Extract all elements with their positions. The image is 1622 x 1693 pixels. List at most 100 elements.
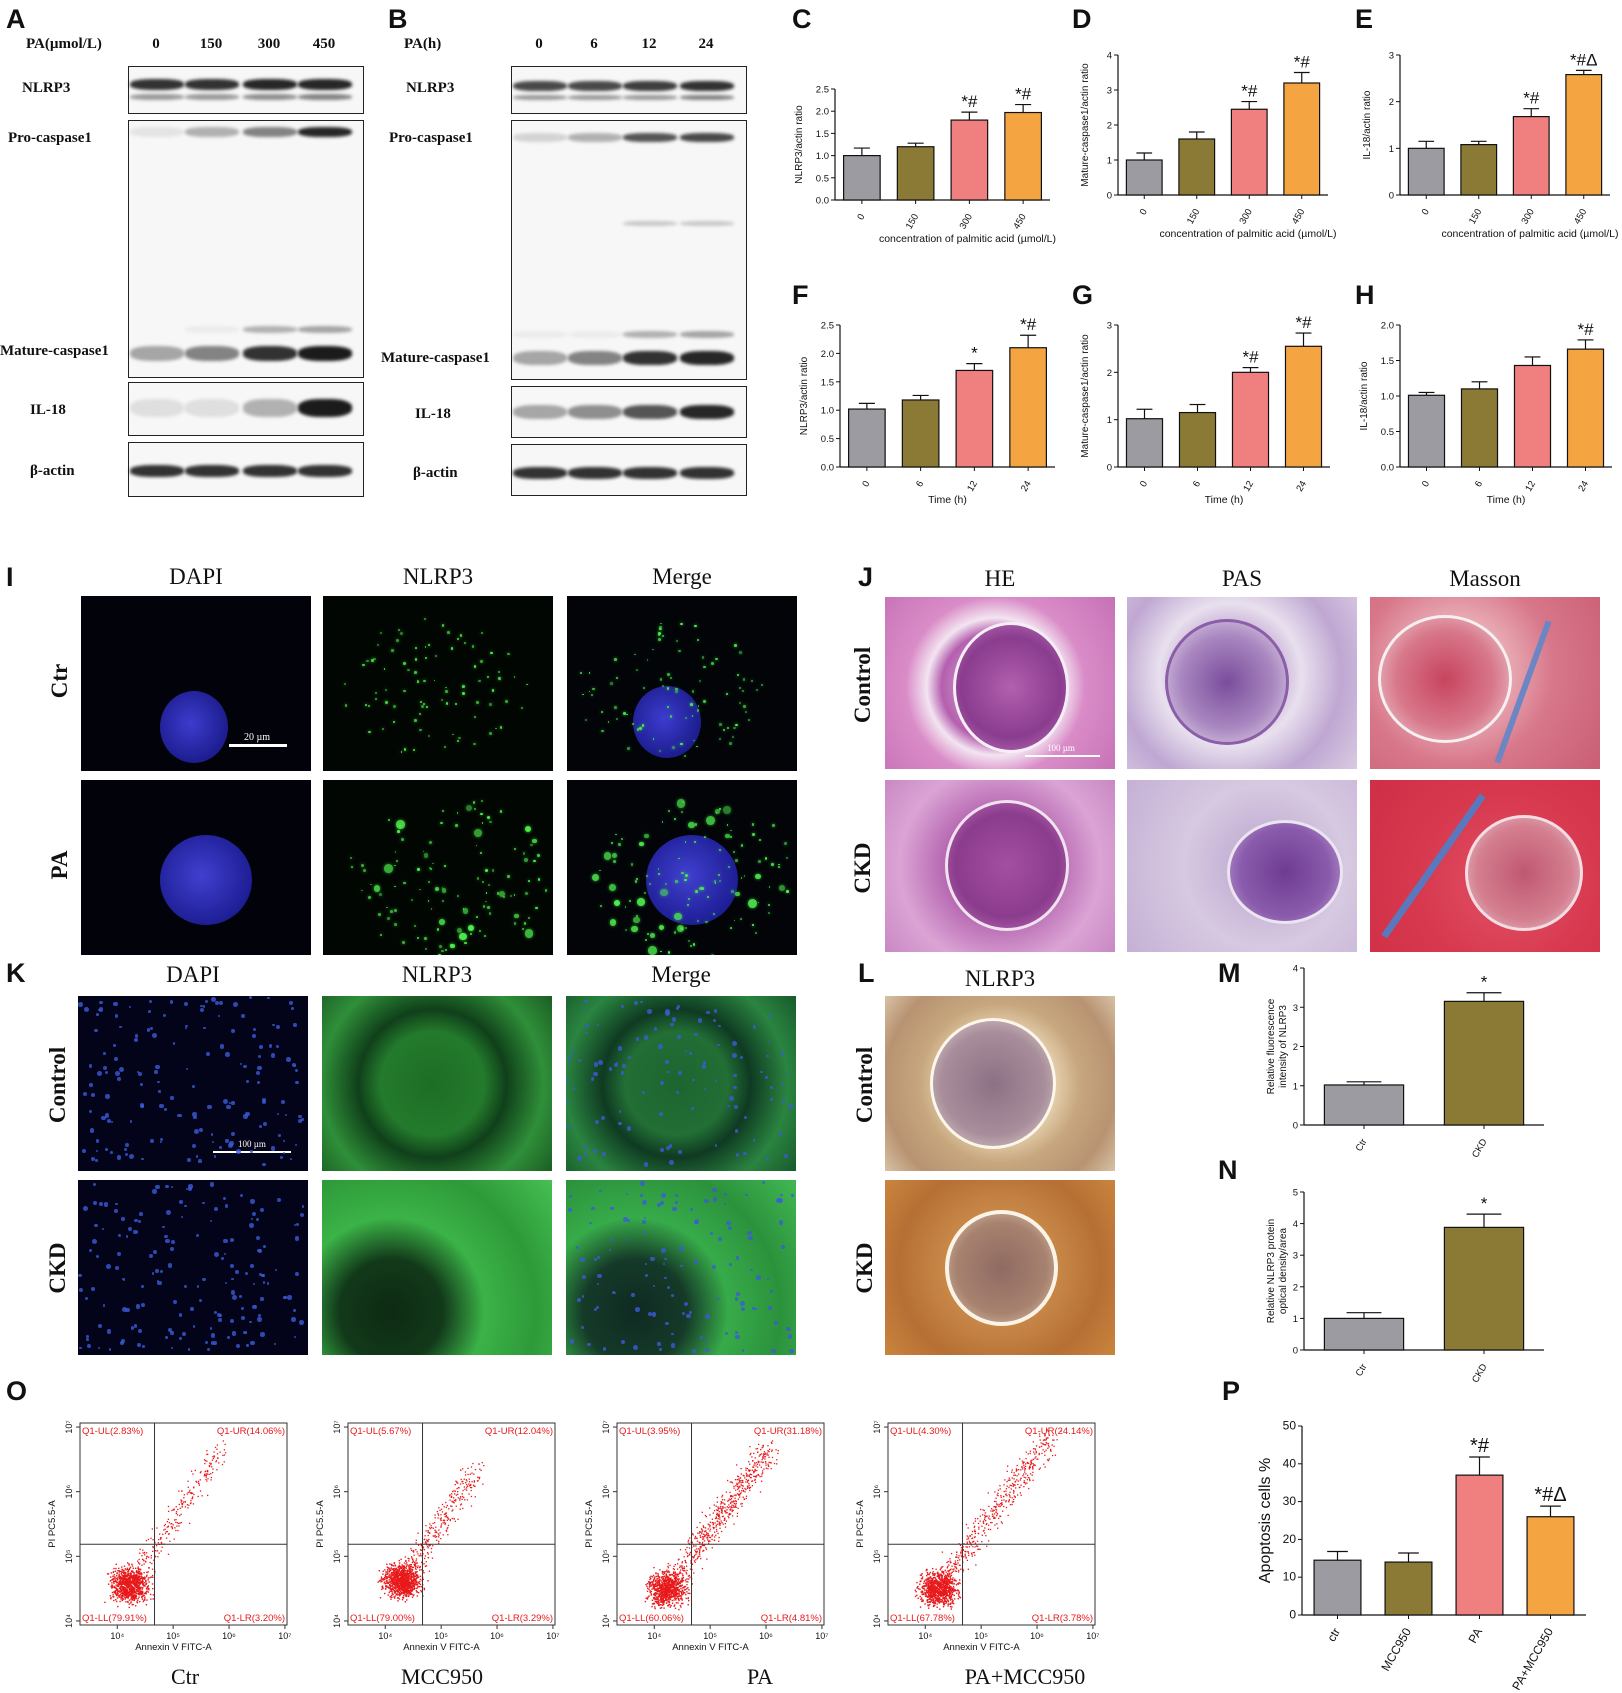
flow-event	[470, 1486, 473, 1489]
nucleus-dot	[91, 1287, 96, 1292]
y-tick-label: 10⁴	[332, 1614, 342, 1628]
x-tick-label: 24	[1576, 479, 1591, 494]
flow-event	[210, 1479, 212, 1481]
flow-event	[126, 1562, 129, 1564]
nucleus-dot	[217, 1312, 222, 1317]
nucleus-dot	[217, 1014, 220, 1017]
flow-event	[119, 1579, 122, 1582]
flow-event	[118, 1573, 120, 1575]
flow-event	[409, 1567, 411, 1569]
fluorescence-puncta	[778, 885, 785, 892]
fluorescence-puncta	[660, 628, 662, 631]
fluorescence-puncta	[659, 925, 665, 931]
flow-event	[662, 1586, 664, 1588]
nucleus-dot	[646, 1009, 652, 1014]
nucleus-dot	[153, 1069, 158, 1074]
flow-event	[169, 1540, 171, 1542]
flow-event	[720, 1530, 723, 1533]
flow-event	[165, 1537, 168, 1539]
flow-event	[680, 1587, 682, 1590]
flow-event	[210, 1463, 212, 1466]
flow-event	[410, 1564, 413, 1566]
flow-event	[401, 1598, 404, 1601]
flow-event	[714, 1531, 716, 1533]
fluorescence-puncta	[523, 857, 529, 862]
flow-event	[135, 1577, 137, 1579]
fluorescence-puncta	[459, 932, 467, 941]
fluorescence-puncta	[484, 900, 487, 903]
flow-event	[425, 1530, 427, 1532]
flow-event	[426, 1551, 429, 1554]
nucleus-dot	[704, 1087, 707, 1091]
j-control-he-image: 100 µm	[885, 597, 1115, 769]
flow-event	[400, 1558, 402, 1561]
flow-event	[668, 1593, 670, 1596]
flow-event	[407, 1589, 410, 1591]
nucleus-dot	[189, 1306, 195, 1311]
flow-event	[655, 1575, 658, 1578]
flow-event	[391, 1588, 393, 1591]
i-col-nlrp3: NLRP3	[402, 564, 474, 589]
flow-event	[721, 1521, 723, 1524]
y-axis-label: Mature-caspase1/actin ratio	[1080, 63, 1091, 187]
flow-event	[720, 1503, 722, 1505]
flow-event	[683, 1592, 686, 1594]
flow-event	[760, 1461, 762, 1463]
flow-event	[144, 1596, 146, 1598]
fluorescence-puncta	[652, 738, 655, 740]
flow-event	[463, 1478, 465, 1480]
flow-event	[123, 1565, 126, 1567]
glomerulus	[1465, 815, 1583, 931]
flow-event	[742, 1485, 744, 1487]
fluorescence-puncta	[751, 822, 755, 826]
flow-event	[459, 1508, 461, 1510]
nucleus-dot	[185, 1067, 189, 1071]
fluorescence-puncta	[675, 639, 678, 642]
flow-event	[150, 1554, 153, 1557]
flow-event	[676, 1595, 679, 1598]
flow-event	[406, 1571, 408, 1573]
flow-event	[646, 1590, 649, 1592]
nucleus-dot	[614, 1062, 619, 1067]
flow-event	[180, 1499, 182, 1501]
flow-event	[117, 1591, 119, 1593]
flow-event	[408, 1564, 410, 1566]
nucleus-dot	[78, 1002, 83, 1007]
nucleus-dot	[109, 1151, 113, 1154]
blot-band	[298, 326, 352, 333]
fluorescence-puncta	[482, 905, 485, 908]
flow-event	[434, 1531, 436, 1533]
fluorescence-puncta	[696, 745, 698, 748]
nucleus-dot	[241, 1315, 246, 1320]
fluorescence-puncta	[768, 911, 771, 915]
scale-bar-label: 100 µm	[1047, 743, 1075, 753]
flow-event	[445, 1506, 447, 1508]
flow-event	[391, 1585, 393, 1587]
fluorescence-puncta	[652, 648, 655, 651]
fluorescence-puncta	[657, 868, 660, 870]
blot-band	[568, 405, 622, 419]
significance-label: *#	[1020, 315, 1037, 334]
flow-event	[206, 1460, 208, 1462]
flow-event	[207, 1478, 209, 1480]
nucleus-dot	[752, 1139, 756, 1142]
flow-event	[208, 1473, 210, 1475]
flow-event	[420, 1589, 422, 1592]
flow-event	[706, 1558, 708, 1560]
flow-event	[402, 1594, 405, 1597]
nucleus-dot	[284, 1113, 287, 1117]
fluorescence-puncta	[430, 868, 432, 870]
fluorescence-puncta	[373, 885, 381, 892]
flow-event	[659, 1592, 662, 1594]
flow-event	[709, 1521, 712, 1523]
nucleus-dot	[787, 1071, 791, 1075]
flow-event	[682, 1602, 684, 1605]
flow-event	[157, 1542, 159, 1544]
nucleus-dot	[108, 1348, 112, 1351]
fluorescence-puncta	[393, 705, 397, 708]
nucleus-dot	[202, 1201, 205, 1205]
bar	[1443, 1226, 1525, 1351]
flow-event	[667, 1583, 669, 1586]
flow-event	[109, 1580, 112, 1582]
